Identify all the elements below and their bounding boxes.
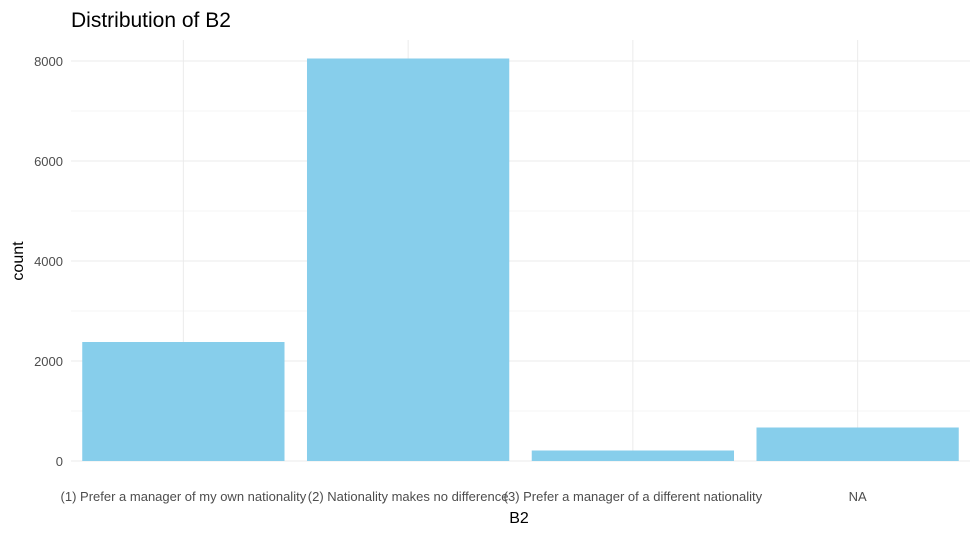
y-tick-label: 8000: [34, 54, 63, 69]
x-axis-title: B2: [509, 510, 529, 527]
x-tick-label: (1) Prefer a manager of my own nationali…: [61, 489, 307, 504]
x-tick-label: (3) Prefer a manager of a different nati…: [504, 489, 763, 504]
bar: [756, 427, 959, 461]
y-tick-label: 2000: [34, 354, 63, 369]
y-tick-label: 6000: [34, 154, 63, 169]
bar: [82, 342, 285, 461]
bar: [306, 58, 510, 461]
x-tick-label: (2) Nationality makes no difference: [308, 489, 509, 504]
y-tick-label: 4000: [34, 254, 63, 269]
bar: [531, 450, 735, 461]
chart-title: Distribution of B2: [71, 9, 231, 32]
bars: [82, 58, 959, 461]
y-axis-ticks: 0 2000 4000 6000 8000: [34, 54, 63, 469]
x-axis-ticks: (1) Prefer a manager of my own nationali…: [61, 489, 867, 504]
x-tick-label: NA: [849, 489, 867, 504]
y-tick-label: 0: [56, 454, 63, 469]
y-axis-title: count: [10, 241, 27, 281]
